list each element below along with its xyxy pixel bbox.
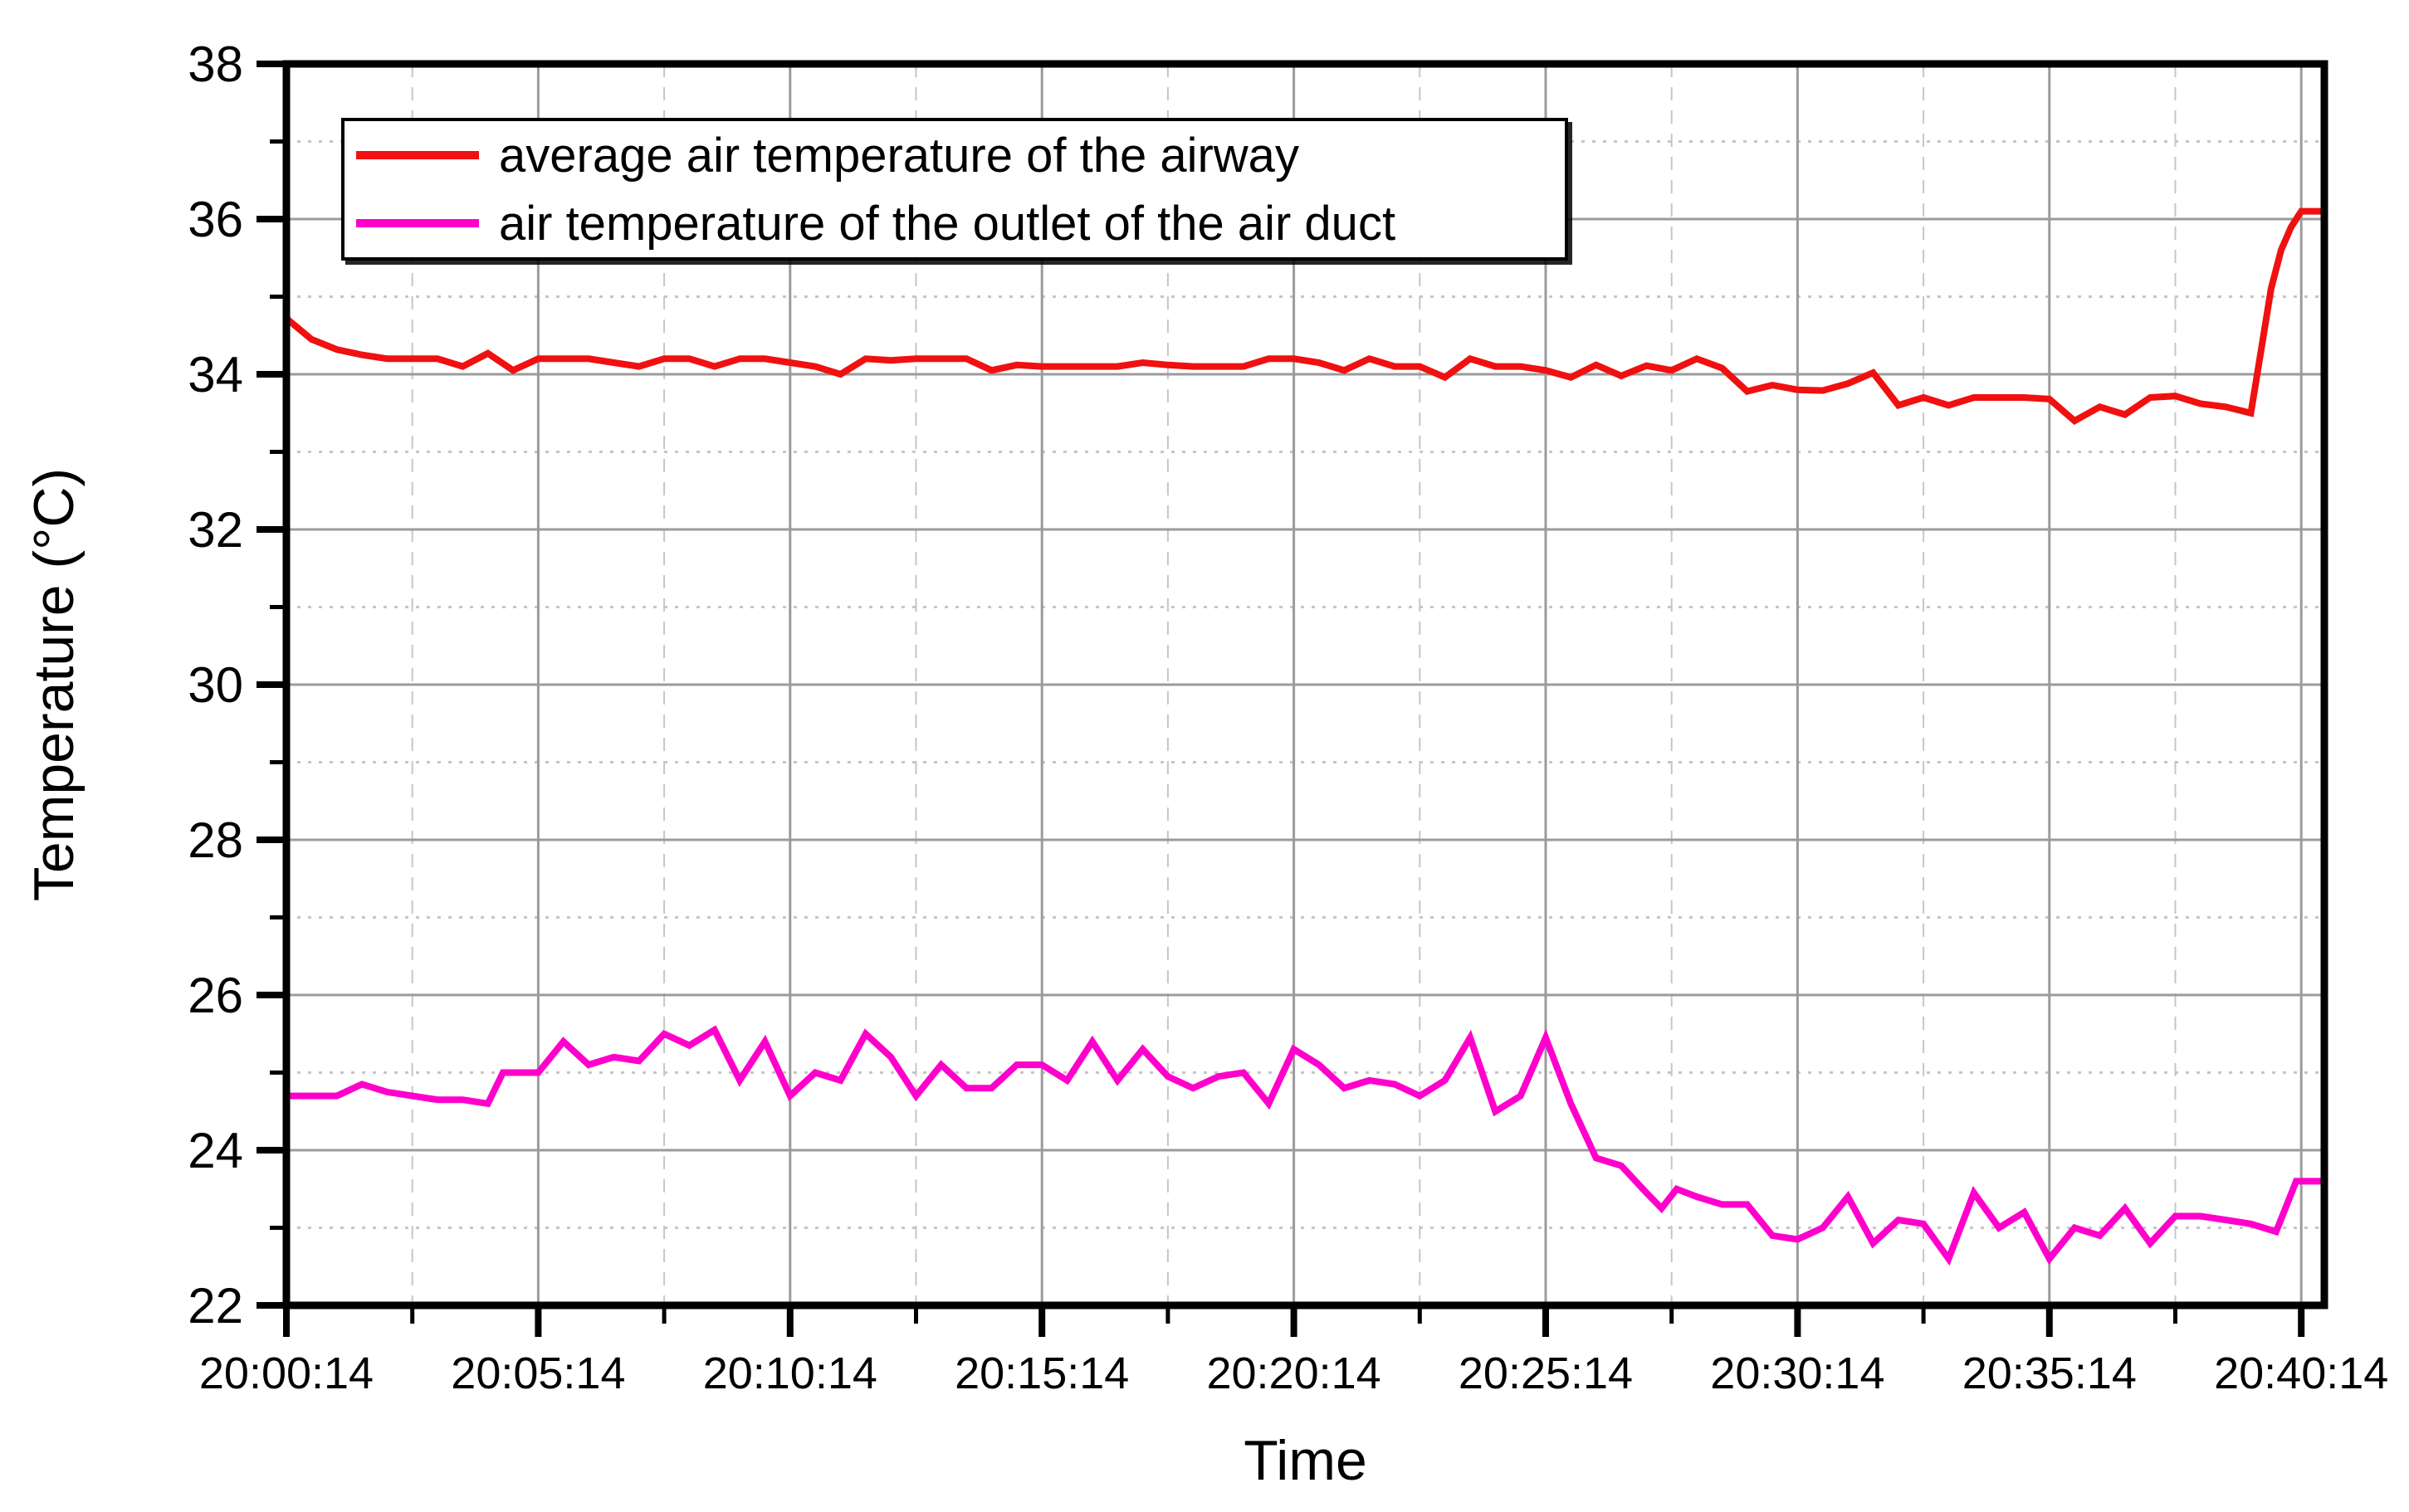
legend-label-airway: average air temperature of the airway (499, 128, 1299, 183)
major-gridlines (286, 64, 2324, 1305)
y-tick-label: 22 (188, 1278, 243, 1334)
x-tick-label: 20:05:14 (451, 1349, 625, 1398)
legend-line-swatch-red (356, 151, 479, 159)
y-tick-label: 24 (188, 1123, 243, 1178)
y-tick-label: 34 (188, 347, 243, 402)
legend-item-airway: average air temperature of the airway (344, 121, 1565, 189)
x-tick-label: 20:00:14 (199, 1349, 374, 1398)
x-tick-label: 20:35:14 (1962, 1349, 2137, 1398)
y-tick-label: 28 (188, 812, 243, 868)
legend-line-swatch-magenta (356, 219, 479, 227)
y-tick-label: 38 (188, 37, 243, 92)
axis-labels: 22 24 26 28 30 32 34 36 38 20:00:14 20:05:14 20:10:… (22, 37, 2388, 1492)
x-axis-title: Time (1244, 1429, 1367, 1492)
x-tick-label: 20:10:14 (703, 1349, 877, 1398)
x-tick-label: 20:30:14 (1710, 1349, 1884, 1398)
x-tick-label: 20:15:14 (955, 1349, 1129, 1398)
x-tick-label: 20:25:14 (1459, 1349, 1633, 1398)
y-tick-label: 32 (188, 502, 243, 558)
series-line-1 (286, 1025, 2324, 1266)
legend: average air temperature of the airway ai… (341, 118, 1568, 261)
axes-and-ticks (257, 60, 2328, 1337)
data-series (284, 207, 2324, 1266)
legend-item-outlet: air temperature of the outlet of the air… (344, 189, 1565, 257)
y-tick-label: 30 (188, 657, 243, 713)
x-tick-label: 20:40:14 (2214, 1349, 2388, 1398)
y-axis-title: Temperature (°C) (22, 468, 86, 901)
y-tick-label: 36 (188, 192, 243, 247)
legend-label-outlet: air temperature of the outlet of the air… (499, 196, 1396, 251)
x-tick-label: 20:20:14 (1206, 1349, 1380, 1398)
series-line-0 (284, 207, 2324, 425)
y-tick-label: 26 (188, 968, 243, 1023)
